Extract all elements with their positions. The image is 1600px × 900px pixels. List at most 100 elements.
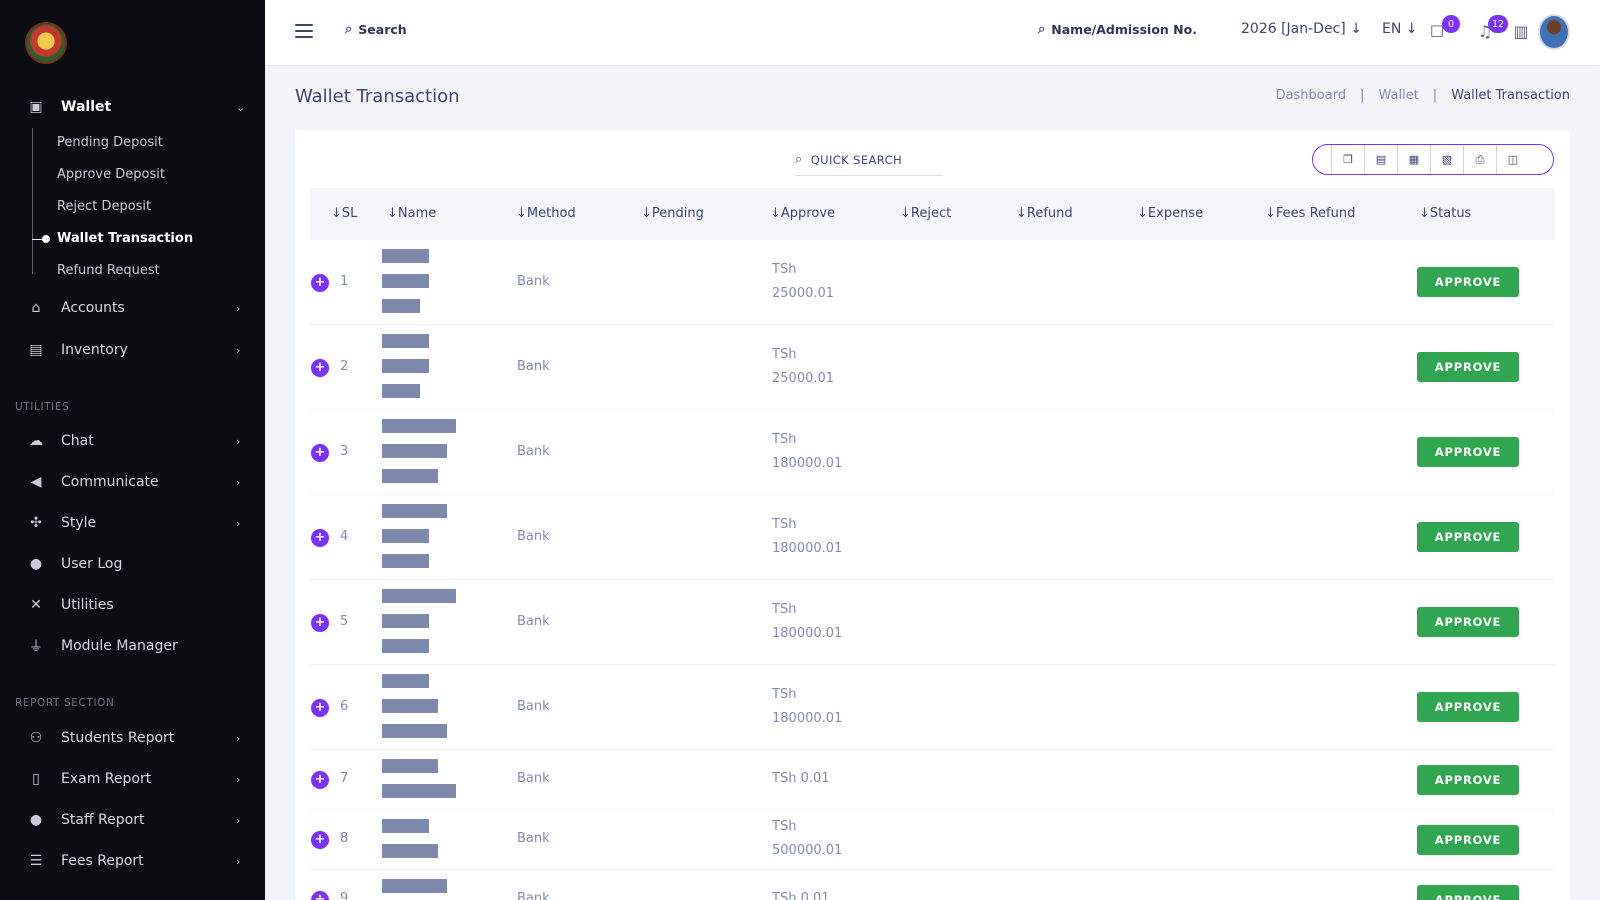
quick-search-input[interactable]: ⌕ QUICK SEARCH (795, 144, 943, 176)
name-redacted (382, 639, 429, 653)
column-pending[interactable]: ↓Pending (641, 206, 704, 221)
column-reject[interactable]: ↓Reject (900, 206, 952, 221)
sidebar-item-label: Accounts (61, 300, 125, 316)
chat-icon[interactable]: ☐ (1429, 21, 1445, 41)
approve-status-button[interactable]: APPROVE (1417, 267, 1519, 297)
submenu-reject-deposit[interactable]: Reject Deposit (57, 199, 152, 214)
csv-icon[interactable]: ▦ (1397, 145, 1430, 174)
column-sl[interactable]: ↓SL (331, 206, 358, 221)
lang-label: EN (1382, 21, 1402, 37)
approve-status-button[interactable]: APPROVE (1417, 692, 1519, 722)
sidebar-item-label: Communicate (61, 474, 159, 490)
name-redacted (382, 419, 456, 433)
cell-approve-currency: TSh (772, 819, 797, 834)
column-status[interactable]: ↓Status (1419, 206, 1472, 221)
server-icon: ☰ (29, 853, 43, 869)
copy-icon[interactable]: ❐ (1331, 145, 1364, 174)
chevron-right-icon: › (236, 343, 241, 357)
column-name[interactable]: ↓Name (387, 206, 437, 221)
school-logo[interactable] (25, 22, 67, 64)
sidebar-item-utilities[interactable]: ✕ Utilities (0, 587, 265, 623)
column-fees-refund[interactable]: ↓Fees Refund (1265, 206, 1356, 221)
sidebar-item-label: Staff Report (61, 812, 145, 828)
expand-row-icon[interactable]: + (311, 614, 329, 632)
expand-row-icon[interactable]: + (311, 891, 329, 900)
inventory-icon: ▤ (29, 342, 43, 358)
admission-search[interactable]: ⌕ Name/Admission No. (1038, 22, 1197, 37)
columns-icon[interactable]: ◫ (1496, 145, 1529, 174)
cell-approve-amount: 180000.01 (772, 541, 843, 556)
sidebar-item-accounts[interactable]: ⌂ Accounts › (0, 290, 265, 326)
sidebar-item-students-report[interactable]: ⚇ Students Report › (0, 720, 265, 756)
approve-status-button[interactable]: APPROVE (1417, 885, 1519, 900)
submenu-pending-deposit[interactable]: Pending Deposit (57, 135, 163, 150)
academic-year-select[interactable]: 2026 [Jan-Dec] ↓ (1241, 21, 1362, 37)
cell-sl: 6 (340, 699, 349, 714)
cell-sl: 3 (340, 444, 349, 459)
breadcrumb: Dashboard | Wallet | Wallet Transaction (1276, 88, 1570, 103)
submenu-refund-request[interactable]: Refund Request (57, 263, 160, 278)
approve-status-button[interactable]: APPROVE (1417, 437, 1519, 467)
chevron-right-icon: › (236, 516, 241, 530)
table-row: + 4 Bank TSh 180000.01 APPROVE (310, 495, 1555, 580)
sidebar-item-staff-report[interactable]: ● Staff Report › (0, 802, 265, 838)
approve-status-button[interactable]: APPROVE (1417, 825, 1519, 855)
expand-row-icon[interactable]: + (311, 699, 329, 717)
cell-approve-amount: 25000.01 (772, 286, 835, 301)
sidebar-item-wallet[interactable]: ▣ Wallet ⌄ (0, 89, 265, 125)
cell-sl: 4 (340, 529, 349, 544)
sidebar-item-style[interactable]: ✣ Style › (0, 505, 265, 541)
name-redacted (382, 384, 420, 398)
cell-method: Bank (517, 831, 550, 846)
column-method[interactable]: ↓Method (516, 206, 576, 221)
approve-status-button[interactable]: APPROVE (1417, 607, 1519, 637)
column-label: Refund (1026, 206, 1073, 221)
global-search[interactable]: ⌕ Search (345, 22, 407, 37)
expand-row-icon[interactable]: + (311, 771, 329, 789)
pdf-icon[interactable]: ▧ (1430, 145, 1463, 174)
avatar[interactable] (1538, 14, 1570, 50)
cell-sl: 7 (340, 771, 349, 786)
chevron-down-icon: ⌄ (236, 100, 246, 114)
sidebar-item-fees-report[interactable]: ☰ Fees Report › (0, 843, 265, 879)
cell-approve-amount: TSh 0.01 (772, 891, 830, 900)
sidebar-item-user-log[interactable]: ● User Log (0, 546, 265, 582)
approve-status-button[interactable]: APPROVE (1417, 352, 1519, 382)
approve-status-button[interactable]: APPROVE (1417, 522, 1519, 552)
bank-icon: ⌂ (31, 300, 41, 316)
expand-row-icon[interactable]: + (311, 831, 329, 849)
active-marker (32, 239, 44, 240)
breadcrumb-dashboard[interactable]: Dashboard (1275, 88, 1347, 103)
breadcrumb-wallet[interactable]: Wallet (1378, 88, 1419, 103)
name-redacted (382, 554, 429, 568)
column-expense[interactable]: ↓Expense (1137, 206, 1204, 221)
arrow-down-icon: ↓ (1350, 21, 1362, 37)
cell-sl: 5 (340, 614, 349, 629)
stats-icon[interactable]: ▥ (1513, 21, 1529, 41)
approve-status-button[interactable]: APPROVE (1417, 765, 1519, 795)
submenu-approve-deposit[interactable]: Approve Deposit (57, 167, 165, 182)
sidebar-item-communicate[interactable]: ◀ Communicate › (0, 464, 265, 500)
language-select[interactable]: EN ↓ (1382, 21, 1418, 37)
menu-toggle-icon[interactable] (295, 24, 313, 38)
table-row: + 5 Bank TSh 180000.01 APPROVE (310, 580, 1555, 665)
search-icon: ⌕ (1038, 22, 1046, 37)
submenu-wallet-transaction[interactable]: Wallet Transaction (57, 231, 194, 246)
expand-row-icon[interactable]: + (311, 529, 329, 547)
column-label: Fees Refund (1275, 206, 1356, 221)
chevron-right-icon: › (236, 301, 241, 315)
expand-row-icon[interactable]: + (311, 359, 329, 377)
sidebar-item-inventory[interactable]: ▤ Inventory › (0, 332, 265, 368)
print-icon[interactable]: ⎙ (1463, 145, 1496, 174)
active-dot (42, 235, 50, 243)
sidebar-item-chat[interactable]: ☁ Chat › (0, 423, 265, 459)
sidebar-item-module-manager[interactable]: ⏚ Module Manager (0, 628, 265, 664)
excel-icon[interactable]: ▤ (1364, 145, 1397, 174)
column-approve[interactable]: ↓Approve (770, 206, 836, 221)
sidebar-item-exam-report[interactable]: ▯ Exam Report › (0, 761, 265, 797)
column-refund[interactable]: ↓Refund (1016, 206, 1073, 221)
cell-method: Bank (517, 359, 550, 374)
expand-row-icon[interactable]: + (311, 274, 329, 292)
section-title-utilities: UTILITIES (15, 401, 70, 413)
expand-row-icon[interactable]: + (311, 444, 329, 462)
